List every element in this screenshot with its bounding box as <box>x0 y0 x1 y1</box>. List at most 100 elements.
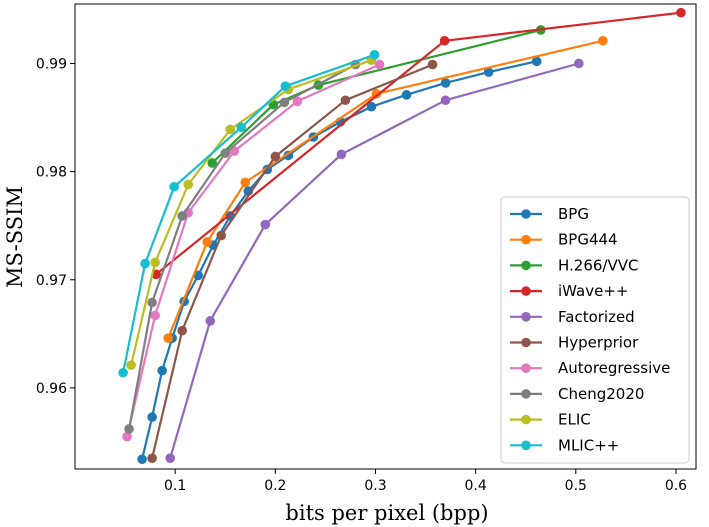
data-point-factorized <box>165 453 175 463</box>
x-tick-label: 0.1 <box>164 478 186 494</box>
y-tick-label: 0.98 <box>36 165 67 181</box>
data-point-mlic <box>118 367 128 378</box>
data-point-hyperprior <box>270 151 281 162</box>
x-tick-label: 0.6 <box>665 478 687 494</box>
legend-swatch-marker <box>521 414 531 425</box>
data-point-bpg444 <box>163 333 173 343</box>
data-point-bpg444 <box>598 35 608 46</box>
data-point-autoregressive <box>374 59 385 70</box>
legend-swatch-marker <box>521 209 531 219</box>
legend-entry-mlic: MLIC++ <box>510 436 619 454</box>
data-point-cheng2020 <box>177 211 187 221</box>
data-point-iwave <box>439 35 450 46</box>
x-tick-label: 0.5 <box>565 478 587 494</box>
data-point-factorized <box>440 95 451 106</box>
data-point-bpg <box>193 270 203 281</box>
legend-label: ELIC <box>558 411 591 429</box>
data-point-cheng2020 <box>220 148 231 159</box>
data-point-cheng2020 <box>279 97 290 108</box>
data-point-mlic <box>169 181 179 192</box>
data-point-bpg <box>401 90 412 100</box>
series-line-autoregressive <box>126 63 380 437</box>
ticks-layer: 0.1 0.2 0.3 0.4 0.5 0.6 0.96 0.97 0.98 0.99 <box>36 56 687 494</box>
series-layer <box>118 7 686 465</box>
axes-frame <box>74 3 697 470</box>
legend-label: Hyperprior <box>558 334 639 352</box>
data-point-hyperprior <box>147 453 157 463</box>
legend-swatch-marker <box>521 260 531 271</box>
x-axis-label: bits per pixel (bpp) <box>285 501 488 525</box>
data-point-hyperprior <box>216 230 227 241</box>
data-point-mlic <box>280 81 291 91</box>
series-cheng2020 <box>124 59 361 434</box>
data-point-autoregressive <box>122 431 132 442</box>
legend-label: Factorized <box>558 308 635 326</box>
series-line-elic <box>130 59 372 366</box>
data-point-mlic <box>369 50 380 60</box>
data-point-bpg <box>137 454 147 465</box>
data-point-mlic <box>236 122 247 133</box>
data-point-iwave <box>676 7 686 18</box>
series-bpg444 <box>163 35 608 343</box>
x-tick-label: 0.2 <box>264 478 286 494</box>
data-point-bpg <box>147 412 157 422</box>
legend-swatch-marker <box>521 389 531 399</box>
series-autoregressive <box>122 59 385 442</box>
data-point-bpg <box>483 67 494 77</box>
series-factorized <box>165 58 584 463</box>
legend-label: Cheng2020 <box>558 385 644 403</box>
data-point-hyperprior <box>427 59 438 70</box>
legend-swatch-marker <box>521 312 531 322</box>
data-point-autoregressive <box>150 310 160 321</box>
data-point-elic <box>126 360 136 370</box>
legend-entry-factorized: Factorized <box>510 308 635 326</box>
data-point-hyperprior <box>340 95 351 106</box>
y-tick-label: 0.99 <box>36 56 67 72</box>
legend-entry-autoregressive: Autoregressive <box>510 359 670 377</box>
series-mlic <box>118 50 380 378</box>
data-point-cheng2020 <box>124 424 134 434</box>
data-point-bpg <box>531 56 542 67</box>
data-point-hyperprior <box>177 325 187 336</box>
data-point-h-266-vvc <box>207 158 218 168</box>
legend-swatch-marker <box>521 363 531 374</box>
legend-label: MLIC++ <box>558 436 619 454</box>
data-point-elic <box>183 179 193 190</box>
data-point-bpg444 <box>371 88 382 99</box>
legend-entry-h-266-vvc: H.266/VVC <box>510 256 638 274</box>
x-tick-label: 0.4 <box>465 478 487 494</box>
series-line-h-266-vvc <box>211 28 542 164</box>
legend: BPG BPG444 H.266/VVC iWave++ Factorized Hyper… <box>500 196 690 464</box>
data-point-bpg444 <box>202 237 213 247</box>
y-axis-label: MS-SSIM <box>3 186 27 288</box>
legend-entry-hyperprior: Hyperprior <box>510 334 639 352</box>
y-tick-label: 0.97 <box>36 273 67 289</box>
data-point-factorized <box>205 316 216 326</box>
data-point-cheng2020 <box>147 297 157 308</box>
series-line-cheng2020 <box>128 63 357 430</box>
legend-entry-bpg444: BPG444 <box>510 231 618 249</box>
data-point-autoregressive <box>292 96 303 107</box>
x-tick-label: 0.3 <box>364 478 386 494</box>
data-point-factorized <box>574 58 584 69</box>
series-line-factorized <box>169 62 580 459</box>
data-point-elic <box>150 257 160 268</box>
series-hyperprior <box>147 59 438 463</box>
legend-label: iWave++ <box>558 282 628 300</box>
data-point-bpg <box>440 78 451 88</box>
legend-entry-cheng2020: Cheng2020 <box>510 385 644 403</box>
legend-swatch-marker <box>521 286 531 296</box>
legend-entry-bpg: BPG <box>510 205 589 223</box>
data-point-bpg <box>157 365 167 376</box>
data-point-bpg444 <box>240 177 251 188</box>
legend-entry-iwave: iWave++ <box>510 282 628 300</box>
legend-label: BPG <box>558 205 589 223</box>
legend-items: BPG BPG444 H.266/VVC iWave++ Factorized Hyper… <box>510 205 670 454</box>
series-line-mlic <box>122 53 375 374</box>
data-point-mlic <box>140 258 150 269</box>
data-point-factorized <box>260 219 271 230</box>
legend-swatch-marker <box>521 337 531 348</box>
legend-label: Autoregressive <box>558 359 670 377</box>
legend-box <box>500 196 690 464</box>
